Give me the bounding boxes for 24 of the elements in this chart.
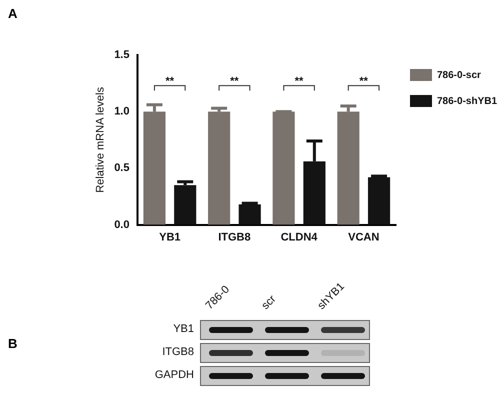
text: GAPDH — [154, 369, 194, 381]
legend-label: 786-0-scr — [437, 70, 482, 81]
bar — [238, 204, 261, 225]
annotation: ** — [230, 76, 240, 88]
text: YB1 — [173, 323, 194, 335]
bar — [272, 112, 295, 225]
y-tick-label: 1.0 — [114, 106, 130, 118]
x-tick-label: YB1 — [159, 231, 181, 244]
text: A — [8, 6, 18, 21]
annotation: ** — [359, 76, 369, 88]
y-tick-label: 0.0 — [114, 218, 130, 231]
annotation: ** — [294, 76, 304, 88]
y-tick-label: 0.5 — [114, 162, 130, 174]
y-tick-label: 1.5 — [114, 49, 130, 62]
legend-label: 786-0-shYB1 — [437, 96, 498, 107]
text: ITGB8 — [162, 346, 194, 358]
text: scr — [260, 293, 278, 312]
text: B — [8, 336, 18, 351]
annotation: ** — [166, 76, 175, 88]
bar — [368, 177, 390, 225]
x-tick-label: VCAN — [348, 231, 380, 244]
y-axis-title: Relative mRNA levels — [94, 86, 107, 193]
x-tick-label: CLDN4 — [280, 231, 318, 244]
x-tick-label: ITGB8 — [218, 231, 251, 244]
